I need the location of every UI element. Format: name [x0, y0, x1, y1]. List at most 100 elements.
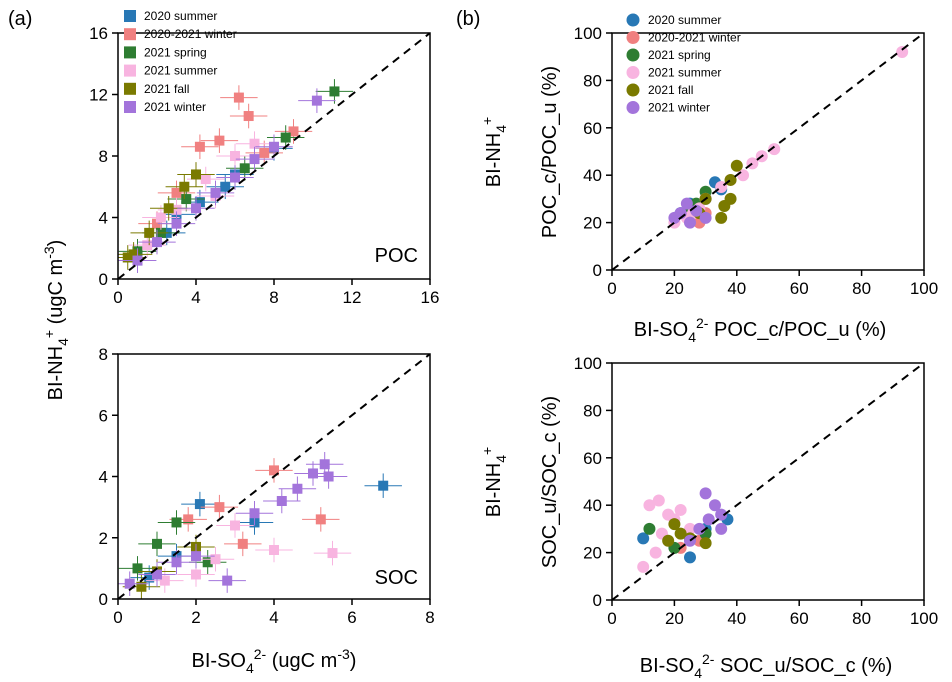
data-point: [329, 86, 340, 97]
data-point: [315, 514, 326, 525]
panel-letter-a: (a): [8, 8, 32, 30]
y-tick-label: 20: [583, 544, 602, 563]
axes-layer: 0 4 8 12 16 0 4 8 12 16 POC 2020 summer 2020-2021 wi…: [8, 8, 938, 681]
legend-label: 2020 summer: [144, 9, 217, 23]
x-tick-label: 4: [269, 608, 278, 627]
data-point: [249, 154, 260, 165]
data-point: [311, 95, 322, 106]
data-point: [668, 518, 681, 531]
one-to-one-line: [118, 354, 430, 599]
data-point: [191, 203, 201, 214]
data-point: [233, 92, 244, 103]
data-point: [191, 169, 201, 180]
data-point: [896, 45, 909, 58]
data-point: [222, 575, 233, 586]
data-point: [171, 517, 182, 528]
x-tick-label: 0: [607, 279, 616, 298]
data-point: [323, 471, 334, 482]
legend-swatch: [124, 46, 136, 59]
x-tick-label: 20: [665, 609, 684, 628]
data-point: [308, 468, 318, 479]
data-point: [715, 508, 728, 521]
data-point: [292, 483, 303, 494]
legend-swatch: [626, 13, 640, 27]
y-tick-label: 40: [583, 496, 602, 515]
legend-swatch: [124, 28, 136, 41]
data-point: [194, 197, 205, 208]
panel-annotation: POC: [375, 245, 418, 267]
data-point: [637, 560, 650, 573]
data-point: [171, 187, 182, 198]
axes-frame-3: [611, 32, 925, 271]
data-point: [643, 522, 656, 535]
data-point: [194, 499, 205, 510]
x-tick-label: 0: [113, 288, 122, 307]
plot-area-3: [612, 33, 924, 270]
data-point: [702, 513, 715, 526]
legend-swatch: [626, 48, 640, 62]
x-tick-label: 8: [425, 608, 434, 627]
y-tick-label: 100: [574, 354, 602, 373]
data-point: [239, 163, 250, 174]
panel-letter-b: (b): [456, 8, 480, 30]
data-layer: [118, 33, 924, 600]
data-point: [163, 203, 174, 214]
data-point: [684, 522, 696, 535]
data-point: [132, 563, 143, 574]
data-point: [171, 204, 182, 215]
x-tick-label: 100: [910, 609, 938, 628]
y-tick-label: 0: [99, 270, 108, 289]
data-point: [171, 218, 182, 229]
x-tick-label: 12: [343, 288, 362, 307]
legend-label: 2021 summer: [648, 66, 721, 80]
legend-label: 2020-2021 winter: [648, 31, 741, 45]
y-tick-label: 0: [593, 261, 602, 280]
y-tick-label: 2: [99, 529, 108, 548]
data-point: [288, 126, 299, 137]
data-point: [730, 159, 743, 172]
data-point: [668, 211, 681, 224]
x-axis-label-b2: BI-SO42- SOC_u/SOC_c (%): [640, 651, 893, 681]
x-tick-label: 80: [852, 609, 871, 628]
data-point: [674, 527, 687, 540]
data-point: [155, 212, 166, 223]
data-point: [230, 172, 240, 183]
data-point: [276, 496, 287, 506]
x-tick-label: 16: [421, 288, 440, 307]
data-point: [194, 141, 205, 152]
x-tick-label: 0: [607, 609, 616, 628]
y-tick-label: 60: [583, 119, 602, 138]
data-point: [183, 514, 194, 525]
data-point: [144, 227, 155, 238]
data-point: [179, 181, 190, 192]
data-point: [220, 181, 231, 192]
one-to-one-line: [118, 33, 430, 279]
legend-swatch: [124, 64, 136, 77]
data-point: [144, 572, 155, 583]
data-point: [152, 237, 162, 248]
data-point: [674, 503, 687, 516]
legend-swatch: [124, 10, 136, 22]
x-tick-label: 20: [665, 279, 684, 298]
data-point: [237, 538, 248, 549]
legend-label: 2021 winter: [144, 100, 206, 114]
data-point: [191, 551, 201, 562]
data-point: [152, 538, 162, 549]
x-tick-label: 60: [790, 279, 809, 298]
data-point: [243, 111, 254, 122]
y-axis-label-b2-line2: SOC_u/SOC_c (%): [539, 396, 561, 568]
data-point: [693, 522, 706, 535]
data-point: [378, 480, 389, 491]
y-axis-label-a: BI-NH4+ (ugC m-3): [41, 240, 71, 401]
one-to-one-line: [612, 33, 924, 270]
x-axis-label-a: BI-SO42- (ugC m-3): [192, 646, 357, 676]
data-point: [684, 216, 696, 229]
y-tick-label: 4: [99, 209, 108, 228]
data-point: [280, 132, 291, 143]
legend-swatch: [124, 82, 136, 95]
data-point: [699, 537, 712, 550]
y-tick-label: 60: [583, 449, 602, 468]
data-point: [152, 569, 162, 580]
x-tick-label: 40: [727, 279, 746, 298]
